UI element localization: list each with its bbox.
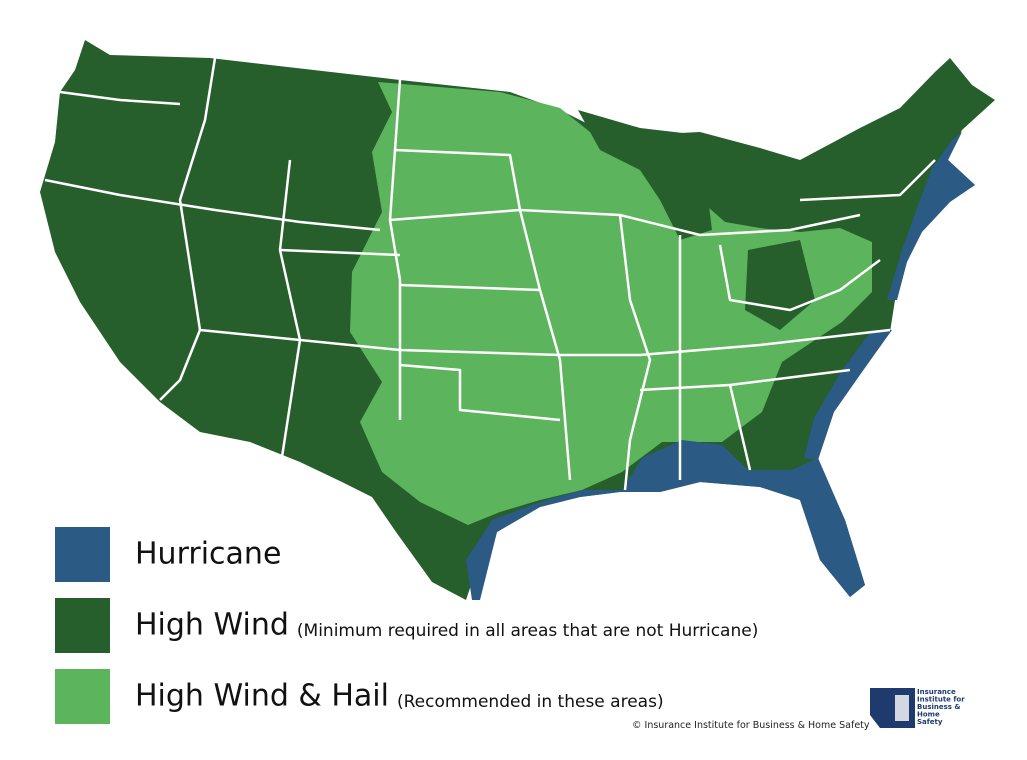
hail-area (350, 82, 872, 525)
border (278, 159, 302, 471)
border (394, 148, 572, 481)
border (799, 159, 936, 202)
logo-line: Safety (917, 718, 943, 726)
border (718, 244, 881, 312)
border (399, 363, 561, 422)
high-wind-area (578, 110, 712, 240)
legend-swatch (55, 669, 110, 724)
border (639, 368, 851, 392)
border (159, 329, 202, 401)
legend-label: Hurricane (135, 537, 281, 572)
border (59, 90, 181, 106)
map (40, 40, 995, 600)
high-wind-area (740, 410, 810, 478)
legend-swatch (55, 527, 110, 582)
border (728, 384, 752, 471)
legend-note: (Minimum required in all areas that are … (297, 621, 758, 641)
border (618, 214, 652, 491)
logo-building (895, 695, 909, 721)
legend-label: High Wind (135, 608, 289, 643)
legend-label: High Wind & Hail (135, 679, 389, 714)
border (178, 57, 891, 357)
copyright: © Insurance Institute for Business & Hom… (632, 720, 870, 731)
border (44, 178, 381, 232)
logo-line: Home (917, 711, 940, 719)
hurricane-area (887, 132, 975, 300)
logo-line: Business & (917, 703, 961, 711)
state-borders (44, 57, 936, 491)
border (399, 283, 541, 292)
legend: Hurricane High Wind (Minimum required in a… (55, 527, 758, 724)
logo-line: Institute for (917, 696, 965, 704)
logo-line: Insurance (917, 688, 956, 696)
legend-note: (Recommended in these areas) (397, 692, 664, 712)
hurricane-area (466, 440, 865, 600)
border (279, 248, 401, 257)
hurricane-area (804, 330, 892, 460)
border (389, 208, 861, 237)
logo (870, 688, 915, 728)
legend-swatch (55, 598, 110, 653)
